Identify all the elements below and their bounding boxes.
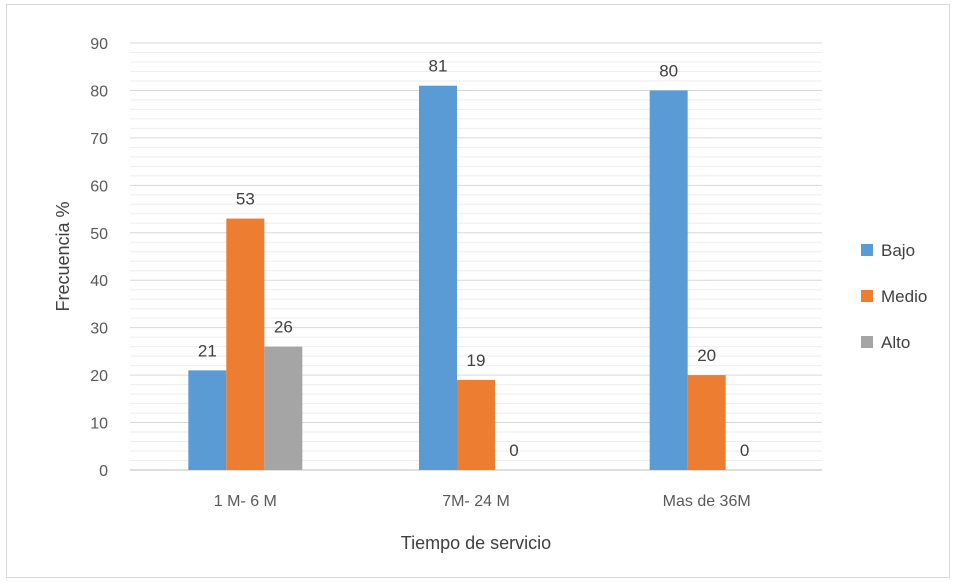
legend-label-alto: Alto [881,333,910,352]
y-tick-label: 40 [90,273,108,290]
data-labels: 21 53 26 81 19 0 80 20 0 [198,57,750,460]
y-tick-label: 30 [90,321,108,338]
data-label: 0 [509,441,518,460]
data-label: 80 [659,61,678,80]
legend-label-bajo: Bajo [881,241,915,260]
y-tick-label: 80 [90,83,108,100]
legend-swatch-medio [861,290,873,302]
bars [188,85,726,470]
bar-bajo [188,370,227,470]
y-tick-label: 10 [90,416,108,433]
y-tick-label: 60 [90,178,108,195]
data-label: 21 [198,341,217,360]
bar-bajo [419,85,457,470]
data-label: 20 [697,346,716,365]
x-axis-ticks: 1 M- 6 M 7M- 24 M Mas de 36M [214,493,751,510]
legend-label-medio: Medio [881,287,927,306]
y-axis-title: Frecuencia % [53,201,73,311]
y-tick-label: 70 [90,131,108,148]
data-label: 26 [274,318,293,337]
bar-bajo [649,90,688,470]
bar-medio [687,375,726,470]
x-tick-label: 7M- 24 M [442,493,510,510]
y-tick-label: 0 [99,463,108,480]
x-tick-label: 1 M- 6 M [214,493,277,510]
y-tick-label: 50 [90,226,108,243]
data-label: 19 [467,351,486,370]
data-label: 0 [740,441,749,460]
bar-medio [457,379,495,470]
legend: Bajo Medio Alto [861,241,927,352]
x-tick-label: Mas de 36M [663,493,751,510]
data-label: 53 [236,190,255,209]
y-tick-label: 20 [90,368,108,385]
data-label: 81 [429,57,448,76]
bar-alto [264,346,303,470]
legend-swatch-alto [861,336,873,348]
bar-medio [226,218,265,470]
legend-swatch-bajo [861,244,873,256]
y-tick-label: 90 [90,36,108,53]
y-axis-ticks: 0 10 20 30 40 50 60 70 80 90 [90,36,108,480]
x-axis-title: Tiempo de servicio [401,533,551,553]
